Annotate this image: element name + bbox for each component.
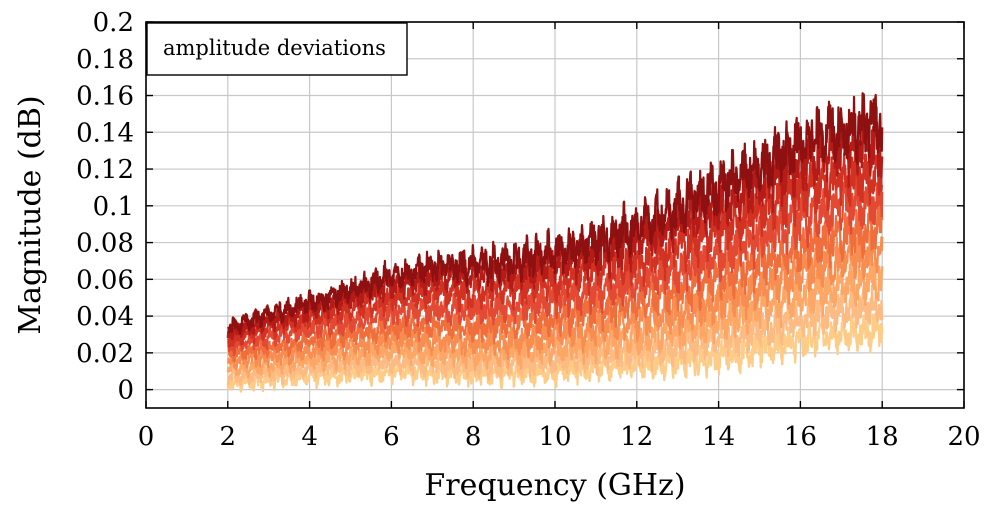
y-tick-label: 0.2 bbox=[93, 8, 134, 38]
y-tick-label: 0 bbox=[117, 376, 134, 406]
x-tick-label: 2 bbox=[220, 422, 237, 452]
x-tick-label: 0 bbox=[138, 422, 155, 452]
y-tick-label: 0.14 bbox=[76, 118, 134, 148]
x-tick-label: 8 bbox=[465, 422, 482, 452]
x-tick-labels: 0 2 4 6 8 10 12 14 16 18 20 bbox=[138, 422, 981, 452]
y-tick-label: 0.18 bbox=[76, 45, 134, 75]
x-tick-label: 14 bbox=[702, 422, 735, 452]
y-tick-label: 0.02 bbox=[76, 339, 134, 369]
x-tick-label: 4 bbox=[301, 422, 318, 452]
x-axis-label: Frequency (GHz) bbox=[424, 468, 685, 503]
legend-box bbox=[146, 22, 408, 76]
y-axis-label: Magnitude (dB) bbox=[13, 95, 48, 334]
x-tick-label: 20 bbox=[947, 422, 980, 452]
legend: amplitude deviations bbox=[146, 22, 408, 76]
y-tick-label: 0.06 bbox=[76, 265, 134, 295]
x-tick-label: 6 bbox=[383, 422, 400, 452]
series-line bbox=[226, 254, 884, 379]
y-tick-label: 0.04 bbox=[76, 302, 134, 332]
y-tick-labels: 0 0.02 0.04 0.06 0.08 0.1 0.12 0.14 0.16 0.18 0.2 bbox=[76, 8, 134, 406]
series-line bbox=[227, 92, 884, 335]
legend-entry-label: amplitude deviations bbox=[163, 36, 386, 60]
x-tick-label: 12 bbox=[620, 422, 653, 452]
x-tick-label: 16 bbox=[784, 422, 817, 452]
series-lines bbox=[226, 92, 884, 393]
series-line bbox=[226, 230, 884, 371]
y-tick-label: 0.12 bbox=[76, 155, 134, 185]
y-tick-label: 0.16 bbox=[76, 82, 134, 112]
x-tick-label: 18 bbox=[866, 422, 899, 452]
y-tick-label: 0.1 bbox=[93, 192, 134, 222]
y-tick-label: 0.08 bbox=[76, 229, 134, 259]
x-tick-label: 10 bbox=[538, 422, 571, 452]
